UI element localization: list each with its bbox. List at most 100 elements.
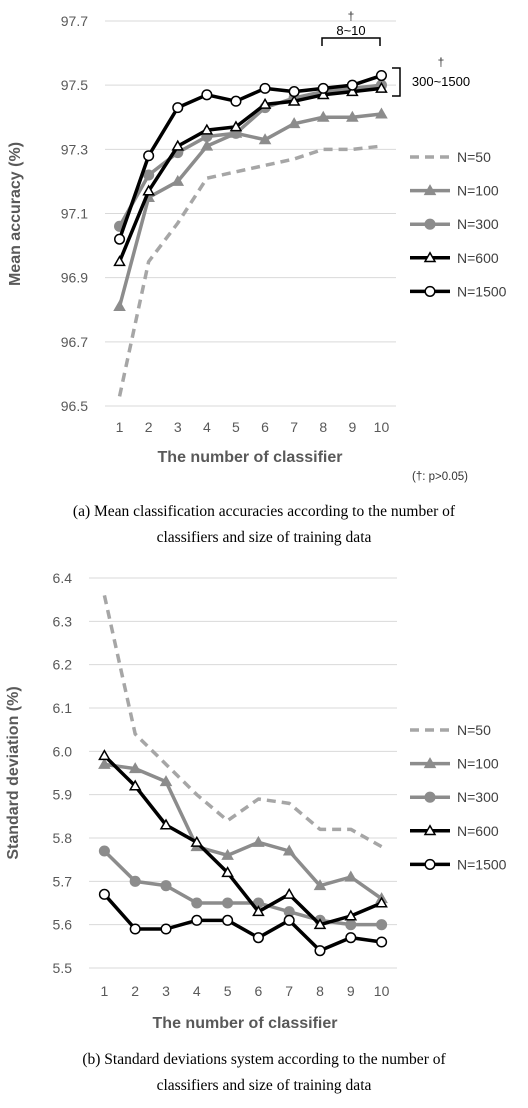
data-point: [129, 923, 141, 935]
legend-label: N=300: [457, 789, 499, 805]
data-point: [282, 887, 296, 899]
data-point: [252, 905, 265, 917]
legend-marker: [423, 757, 437, 769]
legend-label: N=1500: [457, 856, 507, 872]
caption-a-line2: classifiers and size of training data: [157, 529, 372, 546]
data-point: [252, 835, 265, 847]
series-line-n-100: [117, 112, 382, 307]
data-point: [172, 102, 184, 114]
footnote: (†: p>0.05): [412, 471, 468, 483]
legend-label: N=600: [457, 250, 499, 266]
x-tick-label: 5: [224, 983, 232, 999]
legend-item-n-100: N=100: [410, 183, 499, 199]
y-tick-label: 6.4: [53, 570, 73, 586]
legend-label: N=100: [457, 756, 499, 772]
legend-label: N=100: [457, 183, 499, 199]
legend-marker: [424, 285, 436, 297]
legend-item-n-50: N=50: [410, 149, 491, 165]
data-point: [346, 85, 359, 97]
x-tick-label: 10: [374, 983, 390, 999]
data-point: [313, 879, 327, 891]
legend-item-n-300: N=300: [410, 789, 499, 805]
y-tick-label: 96.7: [61, 334, 88, 350]
x-tick-label: 1: [101, 983, 109, 999]
legend-label: N=1500: [457, 283, 507, 299]
x-tick-label: 3: [162, 983, 170, 999]
x-tick-label: 7: [290, 419, 298, 435]
data-point: [200, 139, 214, 151]
data-point: [128, 779, 142, 791]
y-tick-label: 6.0: [53, 743, 73, 759]
chart-standard-deviation: 5.5 5.6 5.7 5.8 5.9 6.0 6.1 6.2 6.3 6.4 1 2 3 4 5 6 7 8 9 1…: [5, 570, 507, 1032]
y-tick-label: 5.7: [53, 873, 73, 889]
data-point: [190, 835, 204, 847]
series-line-n-300: [103, 849, 382, 927]
x-tick-label: 9: [347, 983, 355, 999]
data-point: [287, 94, 301, 106]
series-line-n-600: [103, 754, 383, 927]
data-point: [346, 79, 358, 91]
data-point: [229, 120, 243, 132]
caption-a-line1: (a) Mean classification accuracies accor…: [73, 503, 456, 520]
data-point: [313, 918, 327, 930]
x-tick-label: 9: [348, 419, 356, 435]
data-point: [288, 86, 300, 98]
bracket-top-label: 8~10: [336, 23, 365, 38]
bracket-right-label: 300~1500: [412, 74, 470, 89]
data-point: [221, 848, 234, 860]
data-point: [171, 139, 185, 151]
data-point: [113, 300, 126, 312]
data-point: [375, 69, 388, 82]
data-point: [316, 110, 330, 122]
x-tick-label: 7: [285, 983, 293, 999]
data-point: [283, 914, 295, 926]
legend-label: N=600: [457, 823, 499, 839]
data-point: [143, 150, 155, 162]
data-point: [98, 749, 111, 761]
y-tick-label: 97.5: [61, 77, 88, 93]
data-point: [317, 82, 329, 94]
data-point: [159, 818, 173, 830]
y-tick-label: 96.5: [61, 398, 88, 414]
data-point: [258, 97, 272, 109]
series-line-n-100: [104, 762, 383, 901]
legend-item-n-50: N=50: [410, 722, 491, 738]
series-n-50: [102, 594, 383, 849]
y-axis-label: Standard deviation (%): [5, 686, 22, 859]
data-point: [98, 845, 110, 857]
x-tick-label: 2: [131, 983, 139, 999]
legend-marker: [424, 858, 436, 870]
data-point: [98, 888, 110, 900]
legend-item-n-600: N=600: [410, 250, 499, 266]
data-point: [375, 896, 388, 908]
x-axis-label: The number of classifier: [158, 449, 343, 466]
data-point: [375, 107, 388, 119]
data-point: [113, 255, 126, 267]
series-n-300: [114, 79, 388, 232]
data-point: [201, 89, 213, 101]
data-point: [316, 88, 330, 100]
series-n-300: [98, 845, 388, 931]
data-point: [252, 932, 264, 944]
legend-item-n-100: N=100: [410, 756, 499, 772]
y-tick-label: 5.9: [53, 787, 73, 803]
y-tick-label: 97.1: [61, 206, 88, 222]
data-point: [345, 932, 357, 944]
legend-marker: [424, 791, 436, 803]
caption-b-line1: (b) Standard deviations system according…: [82, 1051, 446, 1068]
y-tick-label: 97.3: [61, 141, 88, 157]
x-tick-label: 6: [261, 419, 269, 435]
series-line-n-50: [117, 144, 382, 397]
y-tick-label: 97.7: [61, 13, 88, 29]
x-tick-label: 1: [116, 419, 124, 435]
legend-item-n-1500: N=1500: [410, 283, 507, 299]
data-point: [159, 775, 173, 787]
legend-label: N=300: [457, 216, 499, 232]
legend-marker: [424, 218, 436, 230]
legend-marker: [423, 184, 437, 196]
data-point: [259, 82, 271, 94]
series-n-50: [117, 144, 382, 397]
series-line-n-600: [117, 86, 382, 263]
data-point: [375, 81, 388, 93]
y-tick-label: 6.3: [53, 613, 73, 629]
